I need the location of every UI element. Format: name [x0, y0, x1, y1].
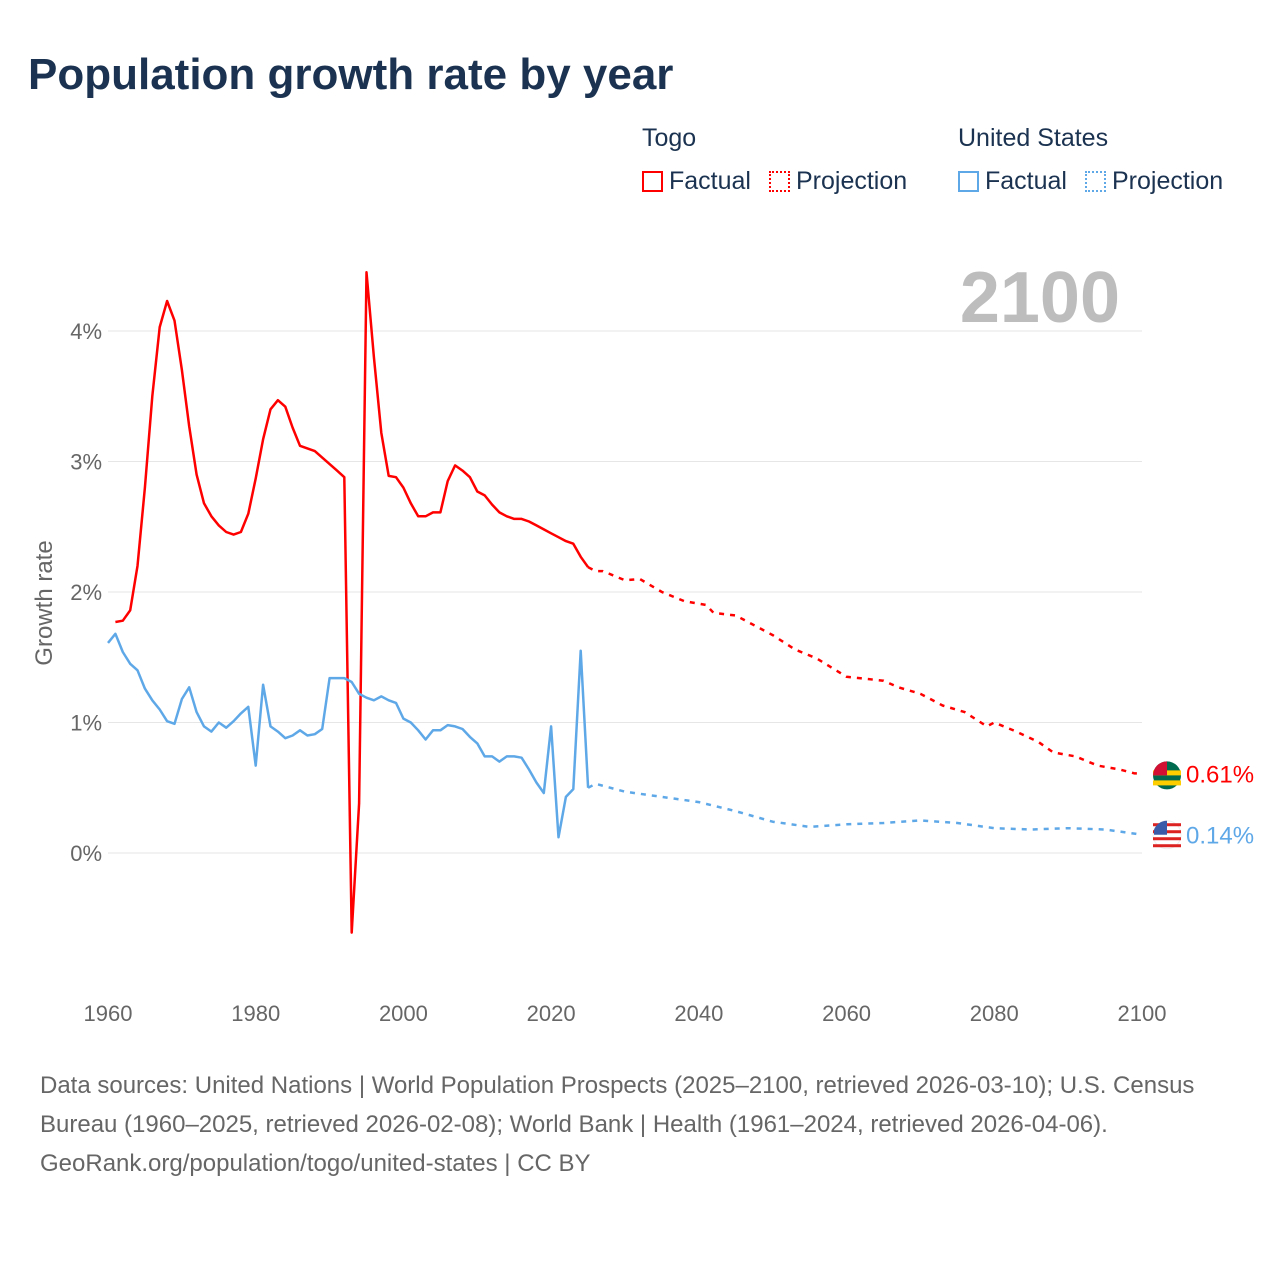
flag-stripe	[1153, 844, 1181, 848]
footer: Data sources: United Nations | World Pop…	[40, 1066, 1230, 1183]
end-value-label: 0.61%	[1186, 761, 1254, 788]
legend-label: Factual	[985, 167, 1067, 195]
x-tick-label: 2060	[822, 1001, 871, 1026]
y-tick-label: 3%	[70, 450, 102, 475]
x-tick-label: 2080	[970, 1001, 1019, 1026]
legend-togo-factual[interactable]: Factual	[642, 167, 751, 196]
legend-togo: Togo Factual Projection	[642, 124, 907, 196]
series-line-togo-factual	[115, 271, 590, 934]
legend-united-states: United States Factual Projection	[958, 124, 1223, 196]
solid-swatch-icon	[642, 171, 663, 192]
flag-stripe	[1153, 780, 1181, 786]
chart-title: Population growth rate by year	[28, 50, 674, 99]
end-marker-united-states: 0.14%	[1152, 820, 1254, 850]
line-chart: 0% 1% 2% 3% 4% 1960 1980 2000 2020 2040 2060 2080 21…	[31, 258, 1254, 1026]
data-sources: Data sources: United Nations | World Pop…	[40, 1072, 1195, 1138]
legend-label: Factual	[669, 167, 751, 195]
flag-canton	[1153, 761, 1167, 776]
legend-togo-projection[interactable]: Projection	[768, 167, 908, 196]
x-tick-label: 2040	[674, 1001, 723, 1026]
end-value-label: 0.14%	[1186, 823, 1254, 850]
series-line-united-states-factual	[107, 632, 590, 839]
y-tick-label: 4%	[70, 319, 102, 344]
x-tick-label: 2100	[1118, 1001, 1167, 1026]
legend-label: Projection	[1111, 167, 1224, 195]
x-tick-label: 2000	[379, 1001, 428, 1026]
legend-group-label: Togo	[642, 124, 697, 152]
dotted-swatch-icon	[768, 171, 790, 192]
series-line-united-states-projection	[587, 782, 1143, 836]
legend-us-factual[interactable]: Factual	[958, 167, 1067, 196]
end-marker-togo: 0.61%	[1153, 761, 1254, 790]
dotted-swatch-icon	[1084, 171, 1106, 192]
flag-canton	[1154, 820, 1167, 835]
credit-link[interactable]: GeoRank.org/population/togo/united-state…	[40, 1150, 591, 1177]
x-tick-label: 1960	[84, 1001, 133, 1026]
current-year-label: 2100	[960, 258, 1120, 338]
y-tick-label: 2%	[70, 580, 102, 605]
legend-group-label: United States	[958, 124, 1109, 152]
legend-us-projection[interactable]: Projection	[1084, 167, 1224, 196]
x-tick-label: 1980	[231, 1001, 280, 1026]
flag-stripe	[1153, 837, 1181, 841]
y-tick-label: 0%	[70, 841, 102, 866]
x-tick-label: 2020	[527, 1001, 576, 1026]
legend-label: Projection	[795, 167, 908, 195]
y-axis-label: Growth rate	[31, 540, 58, 665]
series-line-togo-projection	[587, 566, 1142, 775]
solid-swatch-icon	[958, 171, 979, 192]
y-tick-label: 1%	[70, 711, 102, 736]
